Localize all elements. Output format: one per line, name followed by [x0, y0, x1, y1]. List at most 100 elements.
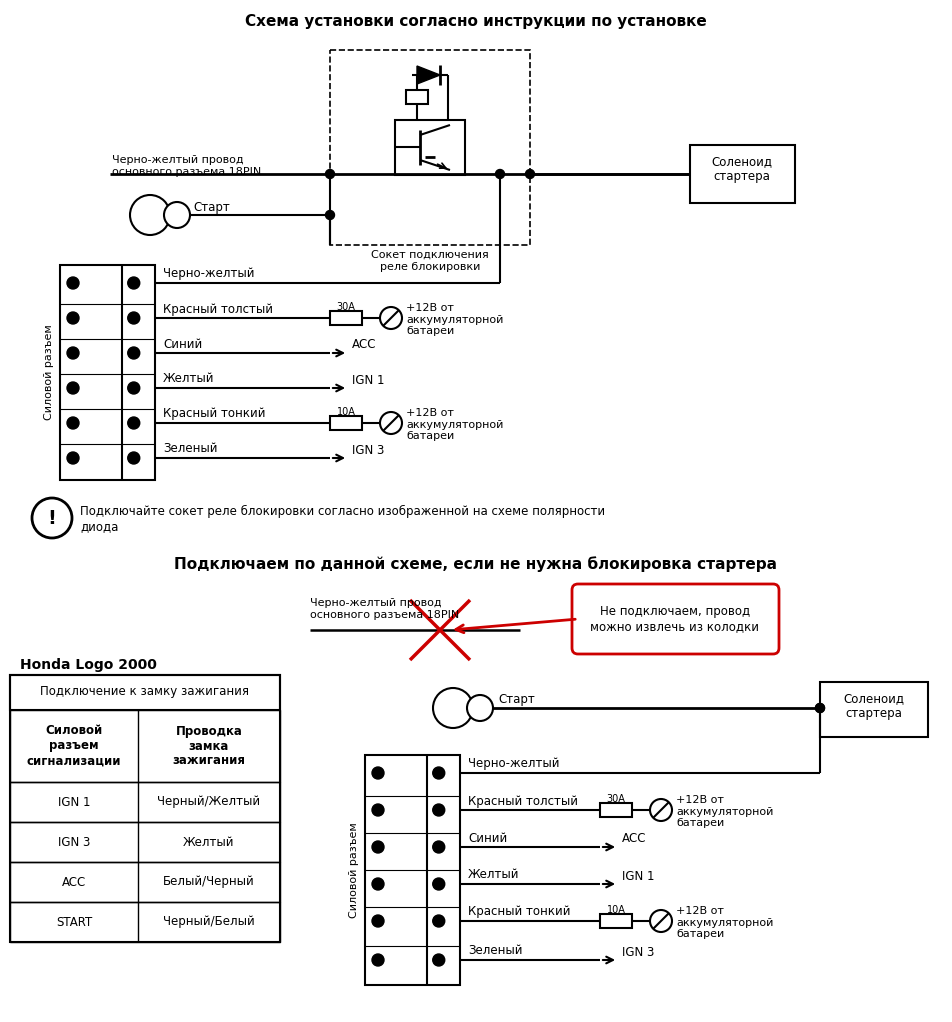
Circle shape [650, 799, 672, 821]
Text: Черно-желтый провод
основного разъема 18PIN: Черно-желтый провод основного разъема 18… [112, 155, 261, 177]
Circle shape [433, 878, 445, 890]
Circle shape [495, 170, 505, 179]
Text: 10А: 10А [337, 407, 355, 417]
Text: !: ! [48, 509, 56, 527]
Bar [10, 675, 280, 942]
Circle shape [372, 766, 384, 779]
Text: +12В от
аккумуляторной
батареи: +12В от аккумуляторной батареи [676, 795, 773, 828]
Circle shape [128, 452, 140, 464]
Polygon shape [417, 66, 440, 84]
Text: 10А: 10А [606, 905, 625, 915]
Text: АСС: АСС [352, 338, 376, 352]
Circle shape [433, 688, 473, 728]
Text: Подключение к замку зажигания: Подключение к замку зажигания [41, 686, 249, 698]
Text: Черно-желтый: Черно-желтый [163, 268, 254, 280]
Bar [820, 682, 928, 737]
Bar [10, 710, 280, 782]
Bar [10, 782, 280, 822]
Circle shape [128, 417, 140, 429]
Bar [10, 822, 280, 862]
Text: Синий: Синий [163, 337, 202, 351]
Text: Черный/Желтый: Черный/Желтый [157, 795, 261, 808]
Circle shape [372, 804, 384, 816]
Circle shape [526, 170, 534, 179]
Text: START: START [56, 916, 92, 929]
Circle shape [816, 703, 824, 712]
Circle shape [372, 915, 384, 927]
Bar [406, 90, 428, 104]
Text: Зеленый: Зеленый [468, 944, 523, 958]
Circle shape [67, 347, 79, 359]
Text: ACC: ACC [62, 876, 86, 888]
Bar [600, 914, 632, 928]
Text: Схема установки согласно инструкции по установке: Схема установки согласно инструкции по у… [245, 14, 707, 29]
Circle shape [130, 195, 170, 235]
Text: Черно-желтый провод
основного разъема 18PIN: Черно-желтый провод основного разъема 18… [310, 598, 459, 619]
Text: IGN 1: IGN 1 [622, 870, 655, 883]
Text: Желтый: Желтый [163, 372, 214, 385]
Text: АСС: АСС [622, 833, 646, 845]
Circle shape [650, 910, 672, 932]
Text: +12В от
аккумуляторной
батареи: +12В от аккумуляторной батареи [406, 303, 504, 336]
Bar [10, 675, 280, 710]
Circle shape [433, 766, 445, 779]
Text: Желтый: Желтый [468, 869, 520, 882]
Text: Черный/Белый: Черный/Белый [163, 916, 255, 929]
Text: Honda Logo 2000: Honda Logo 2000 [20, 658, 157, 672]
Text: IGN 3: IGN 3 [352, 444, 385, 457]
Circle shape [67, 382, 79, 394]
Circle shape [380, 412, 402, 434]
Circle shape [128, 347, 140, 359]
Text: Подключайте сокет реле блокировки согласно изображенной на схеме полярности
диод: Подключайте сокет реле блокировки соглас… [80, 505, 605, 533]
Circle shape [67, 312, 79, 324]
Circle shape [164, 202, 190, 228]
Text: Красный тонкий: Красный тонкий [163, 408, 266, 420]
Text: Сокет подключения
реле блокировки: Сокет подключения реле блокировки [371, 250, 489, 272]
Circle shape [128, 277, 140, 289]
Circle shape [467, 695, 493, 721]
Circle shape [372, 841, 384, 853]
Bar [330, 50, 530, 245]
Circle shape [372, 878, 384, 890]
Circle shape [128, 312, 140, 324]
FancyBboxPatch shape [572, 584, 779, 654]
Circle shape [128, 382, 140, 394]
Circle shape [433, 804, 445, 816]
Circle shape [32, 498, 72, 538]
Text: Проводка
замка
зажигания: Проводка замка зажигания [172, 725, 246, 768]
Text: Соленоид
стартера: Соленоид стартера [711, 155, 772, 183]
Text: Белый/Черный: Белый/Черный [163, 876, 255, 888]
Text: Желтый: Желтый [183, 836, 235, 848]
Circle shape [433, 841, 445, 853]
Text: +12В от
аккумуляторной
батареи: +12В от аккумуляторной батареи [676, 905, 773, 939]
Text: Подключаем по данной схеме, если не нужна блокировка стартера: Подключаем по данной схеме, если не нужн… [174, 556, 778, 571]
Bar [690, 145, 795, 203]
Text: Красный толстый: Красный толстый [468, 794, 578, 807]
Circle shape [326, 211, 334, 220]
Text: Силовой разъем: Силовой разъем [349, 822, 359, 918]
Text: Силовой
разъем
сигнализации: Силовой разъем сигнализации [27, 725, 121, 768]
Text: Красный тонкий: Красный тонкий [468, 905, 570, 919]
Circle shape [433, 915, 445, 927]
Bar [395, 120, 465, 175]
Text: Не подключаем, провод
можно извлечь из колодки: Не подключаем, провод можно извлечь из к… [590, 605, 760, 633]
Text: Красный толстый: Красный толстый [163, 303, 273, 316]
Circle shape [67, 452, 79, 464]
Text: Старт: Старт [498, 693, 535, 706]
Circle shape [433, 954, 445, 966]
Text: Старт: Старт [193, 201, 229, 214]
Text: IGN 3: IGN 3 [622, 945, 654, 959]
Bar [10, 862, 280, 902]
Text: Черно-желтый: Черно-желтый [468, 757, 560, 771]
Text: IGN 1: IGN 1 [352, 373, 385, 386]
Circle shape [67, 417, 79, 429]
Bar [10, 902, 280, 942]
Circle shape [326, 170, 334, 179]
Text: Силовой разъем: Силовой разъем [44, 324, 54, 420]
Bar [60, 265, 155, 480]
Text: IGN 1: IGN 1 [58, 795, 90, 808]
Bar [365, 755, 460, 985]
Bar [600, 803, 632, 817]
Bar [330, 416, 362, 430]
Bar [330, 311, 362, 325]
